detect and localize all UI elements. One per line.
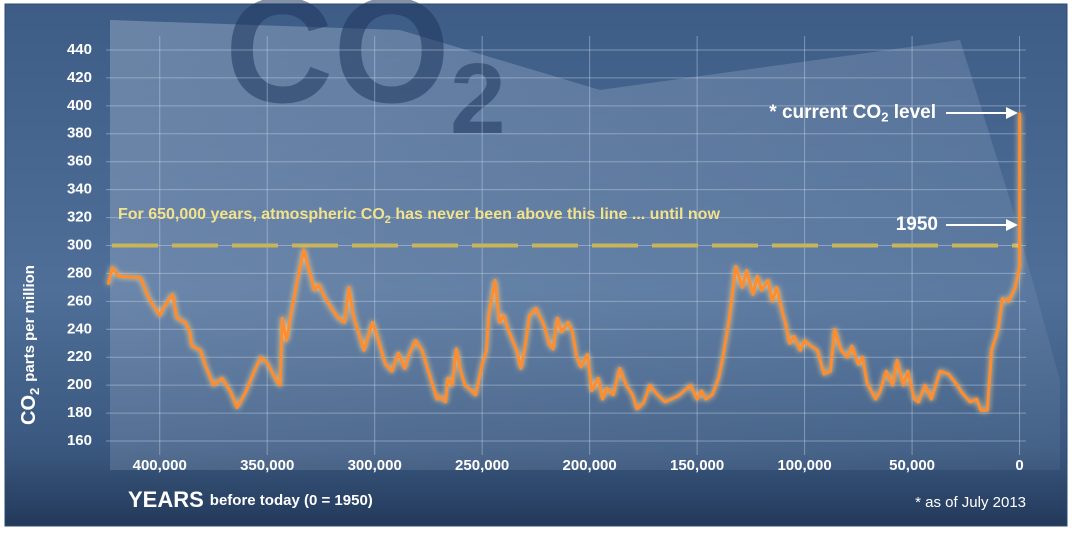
y-tick-label: 420 bbox=[67, 69, 92, 86]
x-tick-label: 350,000 bbox=[240, 457, 294, 474]
x-tick-label: 250,000 bbox=[455, 457, 509, 474]
text-part: For 650,000 years, atmospheric CO bbox=[118, 206, 385, 223]
y-tick-label: 220 bbox=[67, 348, 92, 365]
arrow-head bbox=[1006, 107, 1018, 119]
y-axis-label: CO2 parts per million bbox=[18, 265, 42, 425]
y-tick-label: 240 bbox=[67, 320, 92, 337]
x-tick-label: 200,000 bbox=[563, 457, 617, 474]
watermark-title: CO2 bbox=[225, 0, 506, 155]
y-tick-label: 180 bbox=[67, 404, 92, 421]
text-part: level bbox=[888, 102, 936, 123]
y-tick-label: 300 bbox=[67, 236, 92, 253]
y-tick-label: 360 bbox=[67, 153, 92, 170]
x-tick-label: 300,000 bbox=[348, 457, 402, 474]
threshold-note: For 650,000 years, atmospheric CO2 has n… bbox=[118, 206, 720, 225]
text-part: 2 bbox=[450, 43, 506, 155]
x-axis-label: YEARS before today (0 = 1950) bbox=[128, 487, 373, 512]
y-tick-label: 200 bbox=[67, 376, 92, 393]
text-part: YEARS bbox=[128, 487, 204, 512]
text-part: CO bbox=[18, 395, 40, 425]
y-tick-label: 160 bbox=[67, 432, 92, 449]
text-part: parts per million bbox=[21, 265, 38, 382]
x-tick-label: 150,000 bbox=[670, 457, 724, 474]
arrow-head bbox=[1006, 219, 1018, 231]
current-level-label: * current CO2 level bbox=[769, 102, 936, 125]
text-part: 2 bbox=[881, 110, 888, 125]
text-part: CO bbox=[225, 0, 450, 134]
y-tick-label: 400 bbox=[67, 97, 92, 114]
y-tick-label: 380 bbox=[67, 125, 92, 142]
y-tick-label: 260 bbox=[67, 292, 92, 309]
x-tick-label: 0 bbox=[1015, 457, 1023, 474]
x-tick-label: 400,000 bbox=[133, 457, 187, 474]
text-part: 2 bbox=[27, 388, 42, 395]
footnote: * as of July 2013 bbox=[915, 494, 1026, 511]
x-tick-label: 100,000 bbox=[777, 457, 831, 474]
iceberg-shape bbox=[110, 20, 1060, 470]
text-part: before today (0 = 1950) bbox=[210, 492, 373, 509]
y-tick-label: 320 bbox=[67, 209, 92, 226]
co2-line bbox=[106, 112, 1022, 412]
y-tick-label: 280 bbox=[67, 264, 92, 281]
year-label: 1950 bbox=[896, 214, 938, 235]
text-part: 2 bbox=[385, 214, 391, 226]
text-part: * current CO bbox=[769, 102, 881, 123]
text-part: has never been above this line ... until… bbox=[391, 206, 721, 223]
y-tick-label: 340 bbox=[67, 181, 92, 198]
x-tick-label: 50,000 bbox=[889, 457, 935, 474]
y-tick-label: 440 bbox=[67, 41, 92, 58]
